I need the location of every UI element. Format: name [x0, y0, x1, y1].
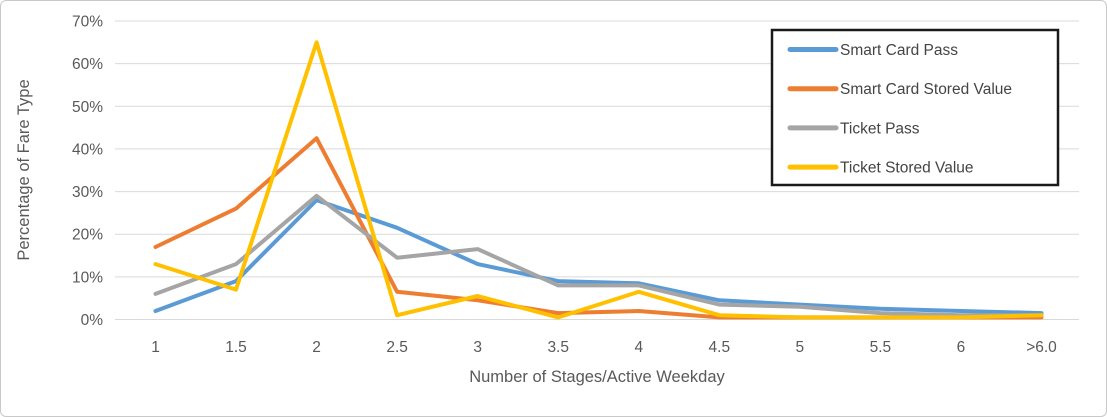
series-lines	[153, 40, 1044, 320]
legend-box	[770, 28, 1060, 187]
x-tick-label: 1	[151, 339, 160, 356]
y-tick-label: 40%	[72, 141, 103, 158]
y-tick-label: 50%	[72, 99, 103, 116]
x-tick-label: 1.5	[225, 339, 247, 356]
y-tick-label: 10%	[72, 269, 103, 286]
x-axis-title: Number of Stages/Active Weekday	[469, 368, 725, 386]
y-axis-tick-labels: 0% 10% 20% 30% 40% 50% 60% 70%	[72, 14, 103, 330]
legend-item: Ticket Pass	[787, 120, 920, 137]
y-tick-label: 20%	[72, 227, 103, 244]
legend-item: Smart Card Stored Value	[787, 81, 1012, 98]
x-tick-label: >6.0	[1026, 339, 1057, 356]
y-tick-label: 0%	[81, 312, 104, 329]
series-line-ticket-pass	[153, 193, 1044, 318]
y-tick-label: 30%	[72, 184, 103, 201]
legend-label: Smart Card Stored Value	[840, 81, 1012, 98]
series-line-ticket-stored-value	[153, 40, 1044, 320]
y-tick-label: 70%	[72, 14, 103, 31]
legend-item: Smart Card Pass	[787, 42, 958, 59]
legend-label: Smart Card Pass	[840, 42, 958, 59]
gridlines	[115, 20, 1079, 320]
x-axis-tick-labels: 1 1.5 2 2.5 3 3.5 4 4.5 5 5.5 6 >6.0	[151, 339, 1057, 356]
x-tick-label: 6	[957, 339, 966, 356]
x-tick-label: 5.5	[870, 339, 892, 356]
legend-label: Ticket Pass	[840, 120, 920, 137]
series-line-smart-card-pass	[153, 198, 1044, 316]
x-tick-label: 3	[473, 339, 482, 356]
x-tick-label: 3.5	[547, 339, 569, 356]
x-tick-label: 2.5	[386, 339, 408, 356]
x-tick-label: 5	[796, 339, 805, 356]
x-tick-label: 2	[312, 339, 321, 356]
y-tick-label: 60%	[72, 56, 103, 73]
legend-item: Ticket Stored Value	[787, 160, 974, 177]
x-tick-label: 4	[634, 339, 643, 356]
y-axis-title: Percentage of Fare Type	[15, 79, 33, 260]
legend-label: Ticket Stored Value	[840, 160, 974, 177]
x-tick-label: 4.5	[709, 339, 731, 356]
legend: Smart Card Pass Smart Card Stored Value Ti…	[770, 28, 1060, 187]
